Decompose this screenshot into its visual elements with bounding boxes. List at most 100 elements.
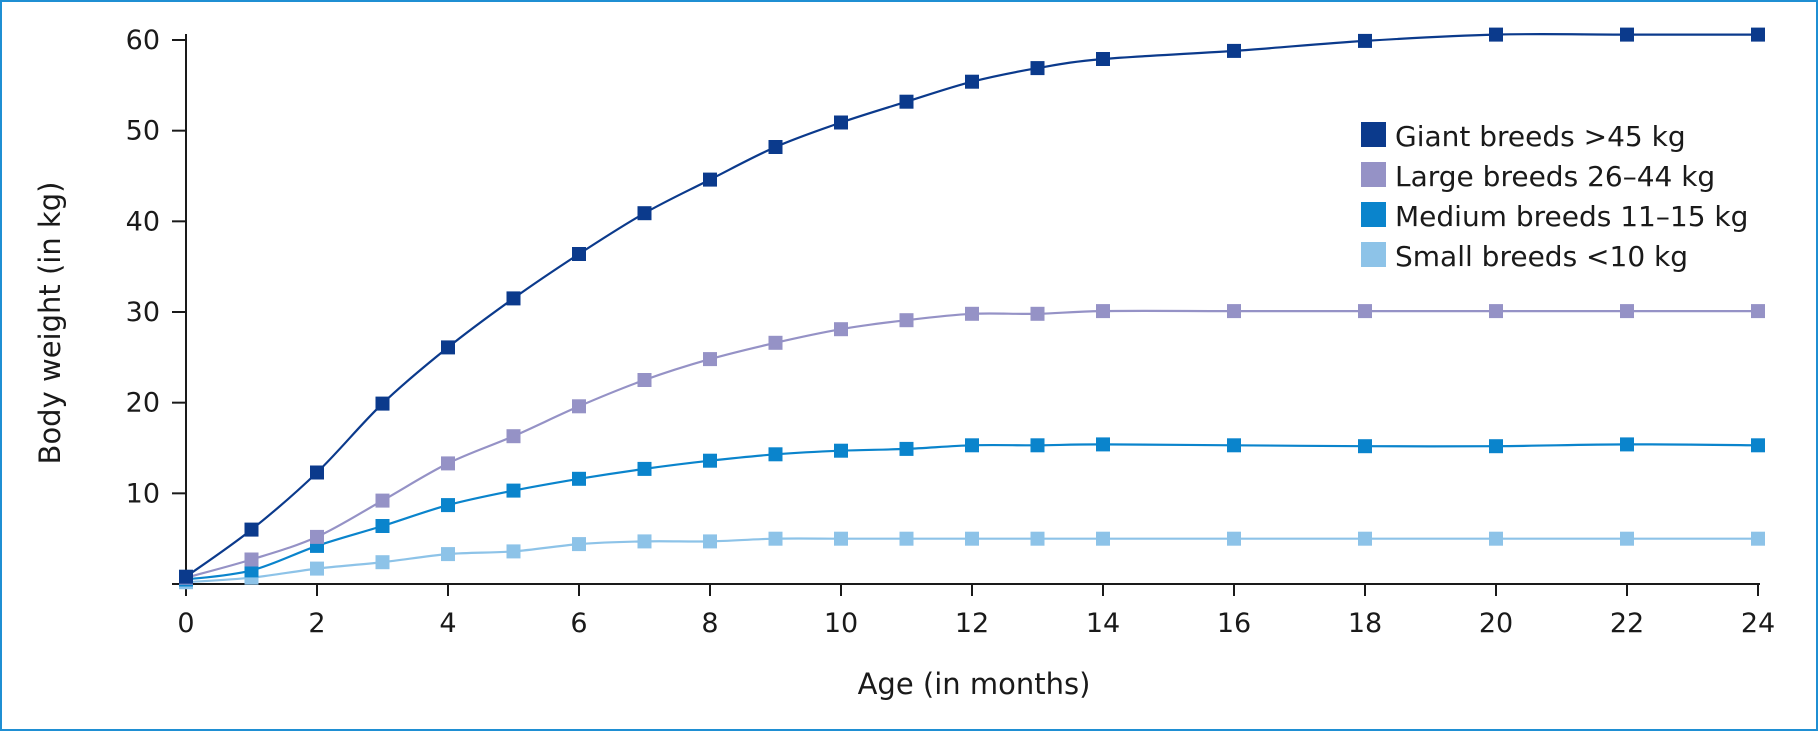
data-point-marker bbox=[1030, 438, 1045, 453]
data-point-marker bbox=[1751, 304, 1765, 319]
x-tick-label: 22 bbox=[1610, 608, 1644, 639]
x-tick-label: 24 bbox=[1741, 608, 1775, 639]
data-point-marker bbox=[375, 519, 390, 533]
data-point-marker bbox=[310, 465, 324, 480]
x-tick-label: 2 bbox=[308, 608, 325, 639]
series-line bbox=[185, 537, 1758, 584]
data-point-marker bbox=[572, 471, 586, 486]
data-point-marker bbox=[965, 438, 979, 453]
data-point-marker bbox=[506, 429, 521, 444]
data-point-marker bbox=[1489, 439, 1503, 454]
legend-label: Small breeds <10 kg bbox=[1395, 240, 1688, 273]
legend-swatch bbox=[1361, 162, 1386, 187]
x-axis-title: Age (in months) bbox=[858, 667, 1091, 701]
data-point-marker bbox=[637, 534, 652, 549]
data-point-marker bbox=[637, 373, 652, 387]
series-0 bbox=[179, 27, 1765, 584]
legend-label: Giant breeds >45 kg bbox=[1395, 120, 1686, 153]
data-point-marker bbox=[1030, 61, 1045, 76]
data-point-marker bbox=[637, 206, 652, 221]
data-point-marker bbox=[244, 552, 259, 567]
data-point-marker bbox=[899, 441, 914, 456]
x-tick-label: 14 bbox=[1086, 608, 1120, 639]
legend-swatch bbox=[1361, 202, 1386, 227]
data-point-marker bbox=[441, 547, 455, 562]
data-point-marker bbox=[506, 483, 521, 498]
data-point-marker bbox=[1096, 52, 1110, 66]
data-point-marker bbox=[965, 306, 979, 321]
x-tick-label: 12 bbox=[955, 608, 989, 639]
x-tick-label: 6 bbox=[570, 608, 587, 639]
x-tick-label: 8 bbox=[701, 608, 718, 639]
data-point-marker bbox=[834, 531, 848, 546]
data-point-marker bbox=[768, 447, 783, 462]
series-3 bbox=[179, 531, 1765, 590]
data-point-marker bbox=[1227, 304, 1241, 319]
x-tick-label: 16 bbox=[1217, 608, 1251, 639]
data-point-marker bbox=[1030, 306, 1045, 321]
series-1 bbox=[179, 304, 1765, 585]
data-point-marker bbox=[1620, 531, 1634, 546]
data-point-marker bbox=[703, 352, 717, 367]
y-tick-label: 60 bbox=[126, 25, 160, 56]
data-point-marker bbox=[572, 537, 586, 552]
data-point-marker bbox=[375, 493, 390, 508]
data-point-marker bbox=[1358, 439, 1372, 454]
y-tick-label: 10 bbox=[126, 478, 160, 509]
series-2 bbox=[179, 437, 1765, 587]
data-point-marker bbox=[1751, 531, 1765, 546]
legend-label: Large breeds 26–44 kg bbox=[1395, 160, 1715, 193]
data-point-marker bbox=[1030, 531, 1045, 546]
y-tick-label: 20 bbox=[126, 388, 160, 419]
legend-swatch bbox=[1361, 122, 1386, 147]
series-line bbox=[185, 309, 1758, 579]
x-tick-label: 4 bbox=[439, 608, 456, 639]
data-point-marker bbox=[506, 291, 521, 306]
data-point-marker bbox=[899, 531, 914, 546]
data-point-marker bbox=[375, 396, 390, 411]
data-point-marker bbox=[899, 94, 914, 109]
data-point-marker bbox=[1489, 27, 1503, 42]
data-point-marker bbox=[834, 115, 848, 130]
data-point-marker bbox=[1751, 27, 1765, 42]
data-point-marker bbox=[506, 544, 521, 559]
series-line bbox=[185, 33, 1758, 578]
data-point-marker bbox=[441, 456, 455, 471]
y-axis-title: Body weight (in kg) bbox=[33, 182, 67, 465]
data-point-marker bbox=[1489, 304, 1503, 319]
data-point-marker bbox=[703, 534, 717, 549]
x-tick-label: 0 bbox=[177, 608, 194, 639]
data-point-marker bbox=[1620, 304, 1634, 319]
data-point-marker bbox=[441, 498, 455, 513]
data-point-marker bbox=[572, 399, 586, 414]
data-point-marker bbox=[1358, 33, 1372, 48]
data-point-marker bbox=[768, 531, 783, 546]
data-point-marker bbox=[375, 555, 390, 570]
x-tick-label: 20 bbox=[1479, 608, 1513, 639]
data-point-marker bbox=[244, 522, 259, 537]
y-tick-label: 50 bbox=[126, 116, 160, 147]
data-point-marker bbox=[441, 340, 455, 355]
data-point-marker bbox=[572, 247, 586, 261]
series-line bbox=[185, 443, 1759, 581]
data-point-marker bbox=[1096, 304, 1110, 319]
x-tick-label: 18 bbox=[1348, 608, 1382, 639]
y-tick-label: 30 bbox=[126, 297, 160, 328]
data-point-marker bbox=[768, 335, 783, 350]
legend-label: Medium breeds 11–15 kg bbox=[1395, 200, 1748, 233]
data-point-marker bbox=[834, 443, 848, 458]
data-point-marker bbox=[1620, 437, 1634, 452]
data-point-marker bbox=[1227, 43, 1241, 58]
x-tick-label: 10 bbox=[824, 608, 858, 639]
data-point-marker bbox=[768, 140, 783, 154]
data-point-marker bbox=[1751, 438, 1765, 453]
data-point-marker bbox=[1620, 27, 1634, 42]
data-point-marker bbox=[1096, 437, 1110, 452]
series-layer bbox=[179, 27, 1765, 590]
data-point-marker bbox=[703, 172, 717, 187]
legend-swatch bbox=[1361, 242, 1386, 267]
data-point-marker bbox=[703, 453, 717, 468]
